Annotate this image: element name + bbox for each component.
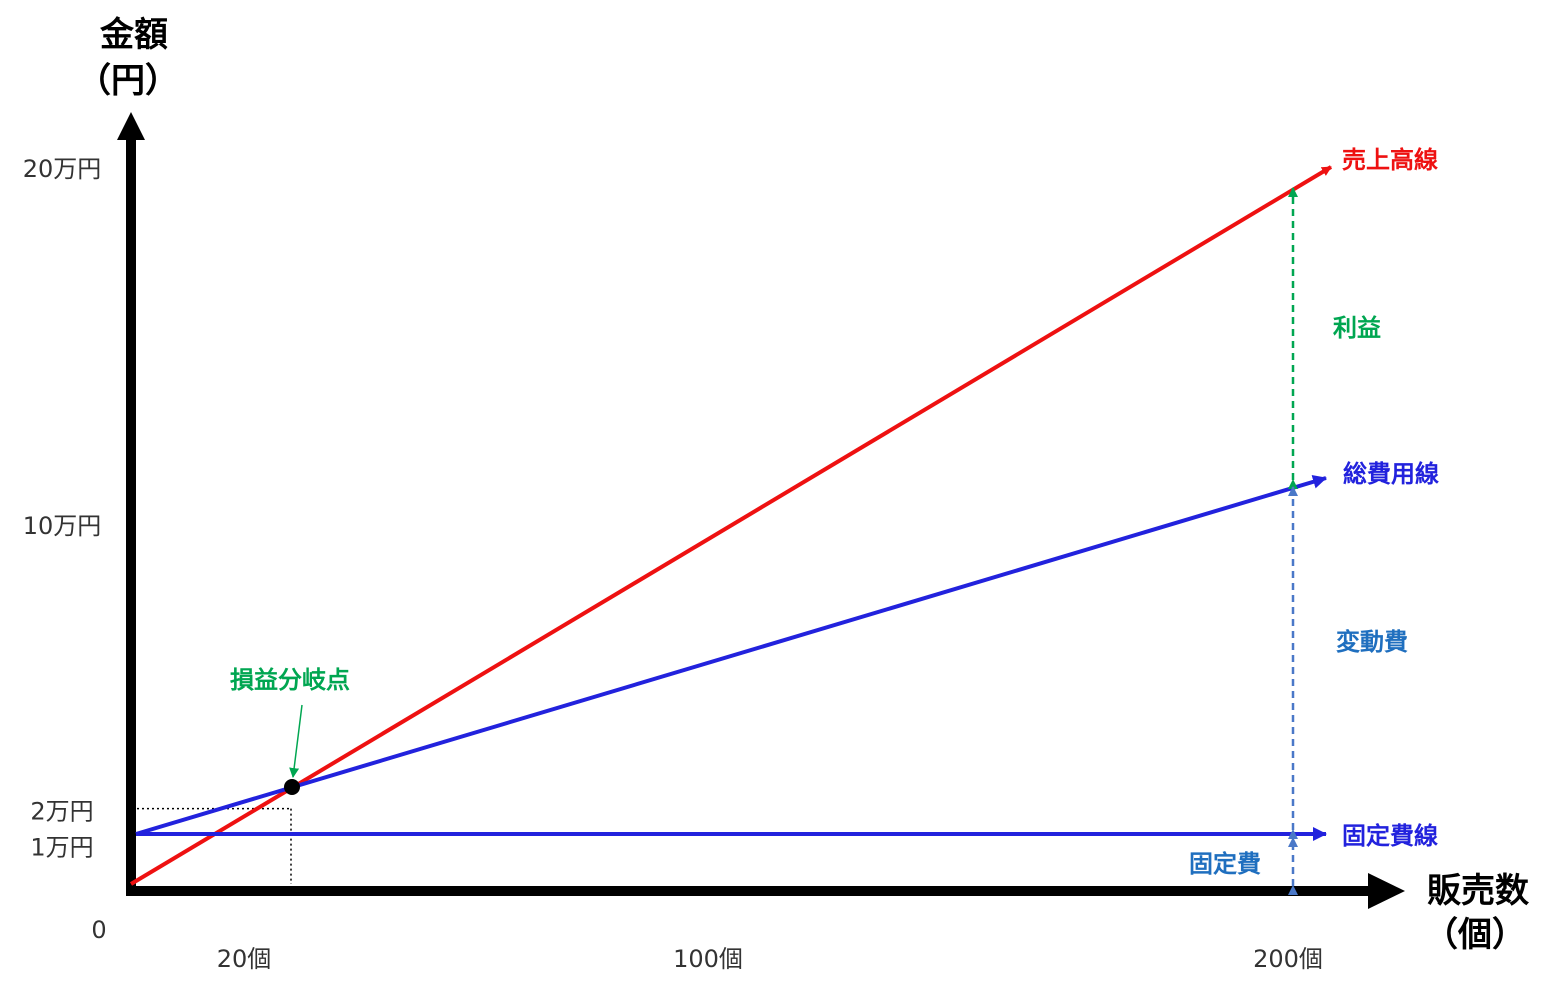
dimension-label: 利益 [1333,314,1381,342]
break-even-guides [137,807,292,884]
y-tick-label: 2万円 [30,798,93,826]
y-axis-title-line1: 金額 [99,15,168,55]
x-tick-label: 200個 [1253,945,1323,973]
series-label: 売上高線 [1342,146,1438,174]
x-axis-title-line2: （個） [1424,915,1526,955]
y-axis-arrowhead [117,112,145,140]
break-even-label: 損益分岐点 [230,666,350,694]
y-tick-label: 1万円 [30,833,93,861]
series-label: 総費用線 [1343,460,1439,488]
x-axis-title-line1: 販売数 [1427,871,1529,911]
origin-label: 0 [91,916,106,944]
x-axis-arrowhead [1368,873,1405,909]
break-even-point [284,779,300,795]
y-tick-label: 10万円 [23,512,102,540]
axes [117,112,1405,909]
series-label: 固定費線 [1342,822,1438,850]
y-axis-title-line2: （円） [77,61,179,101]
x-tick-label: 20個 [217,945,272,973]
dimension-label: 固定費 [1189,850,1261,878]
y-tick-label: 20万円 [23,155,102,183]
dimension-label: 変動費 [1336,628,1408,656]
series-line-1 [129,165,1333,886]
break-even-pointer [289,704,303,778]
x-tick-label: 100個 [673,945,743,973]
series-line-2 [135,475,1327,836]
tick-labels: 1万円 2万円 10万円 20万円 20個 100個 200個 [23,155,1323,973]
